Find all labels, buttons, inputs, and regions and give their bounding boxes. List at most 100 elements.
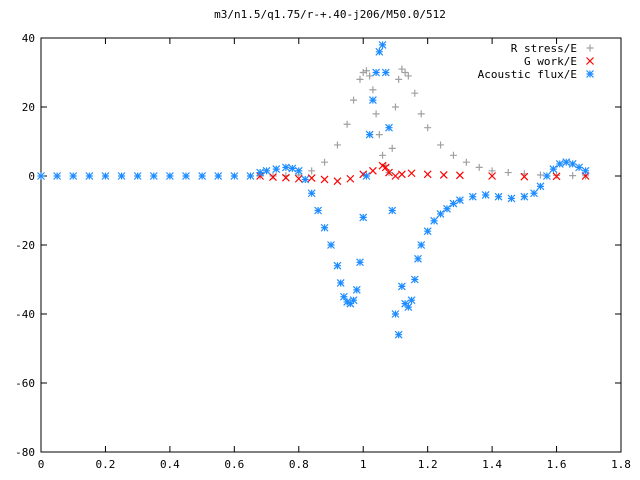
data-point xyxy=(569,172,577,180)
data-point xyxy=(372,110,380,118)
data-point xyxy=(462,158,470,166)
data-point xyxy=(404,303,413,312)
data-point xyxy=(424,124,432,132)
x-tick-label: 0.6 xyxy=(224,458,244,471)
chart-title: m3/n1.5/q1.75/r-+.40-j206/M50.0/512 xyxy=(214,8,446,21)
data-point xyxy=(349,296,358,305)
axes: 0 0.2 0.4 0.6 0.8 1 1.2 1.4 1.6 1.8 40 20 0 -20 -40 -60… xyxy=(15,32,631,471)
data-point xyxy=(437,141,445,149)
data-point xyxy=(198,172,207,180)
data-point xyxy=(133,172,142,180)
data-point xyxy=(294,174,303,183)
legend-marker xyxy=(586,44,594,52)
data-point xyxy=(549,165,558,174)
data-point xyxy=(372,68,381,77)
y-tick-label: 0 xyxy=(28,170,35,183)
legend-label: R stress/E xyxy=(511,42,577,55)
data-point xyxy=(327,241,335,249)
data-point xyxy=(488,172,497,180)
data-point xyxy=(455,196,464,205)
data-point xyxy=(581,166,590,175)
series-0 xyxy=(256,65,590,180)
data-point xyxy=(308,167,316,175)
data-point xyxy=(336,279,345,287)
data-point xyxy=(230,172,239,180)
data-point xyxy=(269,173,277,181)
data-point xyxy=(294,166,303,175)
data-point xyxy=(507,194,516,203)
data-point xyxy=(381,163,390,172)
data-point xyxy=(69,172,78,180)
data-point xyxy=(407,296,416,305)
data-point xyxy=(530,189,538,198)
data-point xyxy=(494,192,503,201)
y-tick-label: -40 xyxy=(15,308,35,321)
data-point xyxy=(391,103,399,111)
data-point xyxy=(455,171,464,180)
data-point xyxy=(417,241,426,249)
y-tick-label: -20 xyxy=(15,239,35,252)
data-point xyxy=(552,172,561,181)
data-point xyxy=(307,189,316,198)
data-point xyxy=(343,298,352,306)
data-point xyxy=(101,172,110,180)
data-point xyxy=(117,172,126,180)
data-point xyxy=(339,292,348,301)
x-tick-label: 1 xyxy=(360,458,367,471)
x-tick-label: 1.8 xyxy=(611,458,631,471)
y-tick-label: 40 xyxy=(22,32,35,45)
data-point xyxy=(362,67,370,75)
data-point xyxy=(398,65,406,73)
data-point xyxy=(281,163,290,172)
data-point xyxy=(307,174,316,182)
data-point xyxy=(430,216,439,225)
data-point xyxy=(365,130,374,139)
data-point xyxy=(449,199,458,208)
data-point xyxy=(356,258,364,267)
data-point xyxy=(246,172,255,180)
data-point xyxy=(404,72,412,80)
data-point xyxy=(368,166,377,175)
data-point xyxy=(436,210,445,218)
data-point xyxy=(520,172,529,181)
data-point xyxy=(368,96,377,105)
legend-marker xyxy=(586,57,594,65)
x-tick-label: 1.6 xyxy=(547,458,567,471)
data-point xyxy=(350,96,358,104)
data-point xyxy=(149,172,158,180)
data-point xyxy=(320,223,329,232)
data-point xyxy=(443,204,451,213)
data-point xyxy=(320,175,329,184)
data-point xyxy=(343,120,351,128)
data-point xyxy=(388,206,397,215)
data-point xyxy=(362,172,371,180)
data-point xyxy=(391,310,400,318)
data-point xyxy=(536,182,545,191)
x-tick-label: 0 xyxy=(38,458,45,471)
data-point xyxy=(553,171,561,179)
data-point xyxy=(182,172,190,180)
legend-label: Acoustic flux/E xyxy=(478,68,577,81)
data-point xyxy=(359,213,368,222)
data-point xyxy=(504,169,512,177)
data-point xyxy=(391,172,400,180)
data-point xyxy=(414,254,422,263)
data-marks xyxy=(37,40,590,339)
data-point xyxy=(366,72,374,80)
data-point xyxy=(321,158,329,166)
x-tick-label: 0.8 xyxy=(289,458,309,471)
data-point xyxy=(379,151,387,159)
data-point xyxy=(314,206,323,215)
data-point xyxy=(369,86,377,94)
y-tick-label: 20 xyxy=(22,101,35,114)
data-point xyxy=(407,169,416,178)
data-point xyxy=(385,168,393,177)
data-point xyxy=(555,160,564,168)
x-tick-label: 0.4 xyxy=(160,458,180,471)
data-point xyxy=(388,144,396,152)
data-point xyxy=(359,69,367,76)
data-point xyxy=(333,261,342,270)
data-point xyxy=(423,170,432,179)
x-tick-label: 0.2 xyxy=(96,458,116,471)
